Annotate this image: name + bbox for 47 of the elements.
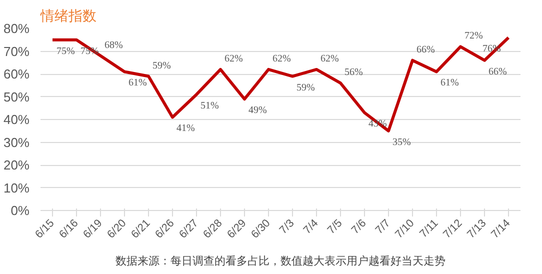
y-tick-label: 30% [3,134,30,150]
data-label: 56% [344,67,363,78]
x-tick-label: 6/28 [201,217,225,241]
x-tick-label: 6/30 [249,217,273,241]
x-tick-label: 6/15 [33,217,57,241]
data-label: 62% [320,53,339,64]
x-tick-label: 6/19 [81,217,105,241]
source-note: 数据来源：每日调查的看多占比，数值越大表示用户越看好当天走势 [116,254,446,268]
y-tick-label: 10% [3,180,30,196]
data-label: 68% [104,40,123,51]
x-tick-label: 7/5 [325,217,345,237]
data-label: 66% [416,44,435,56]
data-label: 66% [488,66,507,78]
data-label: 61% [440,78,459,89]
x-tick-label: 7/7 [373,217,393,237]
data-label: 59% [152,60,171,72]
y-tick-label: 40% [3,112,30,127]
x-tick-label: 6/21 [129,217,153,241]
x-tick-label: 7/4 [301,217,321,237]
x-tick-label: 7/11 [418,217,441,240]
data-label: 59% [296,82,315,94]
y-tick-label: 0% [10,203,30,218]
data-label: 62% [272,53,291,64]
data-label: 61% [128,78,147,89]
x-tick-label: 7/6 [349,217,369,237]
x-tick-label: 6/16 [57,217,81,241]
x-tick-label: 6/20 [105,217,129,241]
chart-title: 情绪指数 [40,8,96,24]
data-label: 49% [248,105,267,116]
x-tick-label: 7/10 [393,217,417,241]
x-tick-label: 6/29 [225,217,249,241]
y-tick-label: 50% [3,89,30,104]
x-tick-label: 7/13 [465,217,489,241]
x-tick-label: 7/14 [489,217,513,241]
data-label: 75% [56,46,75,57]
y-tick-label: 70% [3,44,30,59]
data-label: 41% [176,123,195,134]
data-label: 72% [464,30,483,42]
x-tick-label: 7/12 [441,217,465,241]
y-tick-label: 80% [3,21,30,36]
data-label: 51% [200,100,219,112]
data-label: 62% [224,53,243,64]
y-tick-label: 60% [3,66,30,82]
x-tick-label: 6/26 [153,217,177,241]
x-tick-label: 7/3 [277,217,297,237]
y-tick-label: 20% [3,158,30,172]
data-label: 35% [392,136,411,148]
